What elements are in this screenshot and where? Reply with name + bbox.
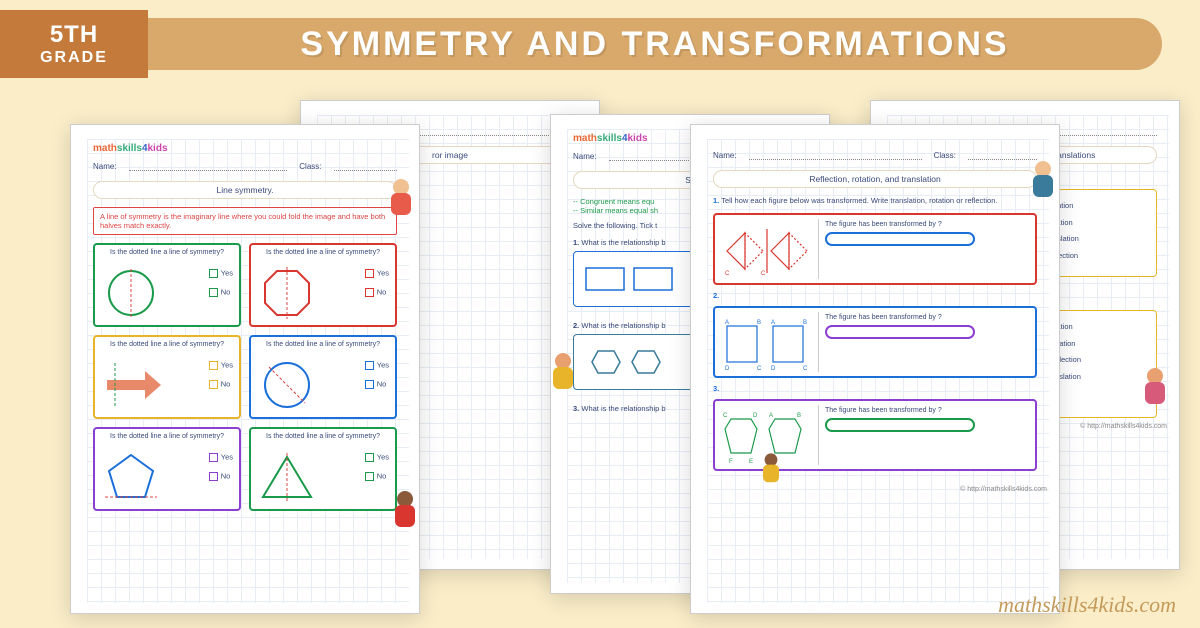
logo: mathskills4kids	[93, 143, 397, 154]
svg-text:A: A	[769, 413, 773, 419]
page-title: SYMMETRY AND TRANSFORMATIONS	[148, 25, 1162, 64]
yes-no-options: Yes No	[209, 453, 233, 491]
svg-text:E: E	[749, 459, 753, 465]
shape-icon	[259, 265, 319, 321]
grade-label: GRADE	[40, 49, 108, 67]
question-text: What is the relationship b	[581, 321, 665, 330]
symmetry-cell: Is the dotted line a line of symmetry? Y…	[93, 335, 241, 419]
shape-icon	[259, 357, 319, 413]
shape-icon	[103, 449, 163, 505]
answer-slot[interactable]	[825, 232, 975, 246]
shape-icon	[103, 357, 163, 413]
kid-illustration	[381, 179, 420, 223]
grade-level: 5TH	[50, 21, 98, 49]
svg-text:D: D	[753, 413, 758, 419]
grade-badge: 5TH GRADE	[0, 10, 148, 78]
kid-illustration	[1135, 368, 1175, 412]
symmetry-cell: Is the dotted line a line of symmetry? Y…	[93, 427, 241, 511]
svg-text:B: B	[757, 320, 761, 326]
cell-question: Is the dotted line a line of symmetry?	[101, 433, 233, 440]
question-text: What is the relationship b	[581, 404, 665, 413]
svg-text:D: D	[725, 366, 730, 372]
cell-question: Is the dotted line a line of symmetry?	[257, 433, 389, 440]
yes-no-options: Yes No	[209, 269, 233, 307]
svg-text:C: C	[723, 413, 728, 419]
svg-text:F: F	[729, 459, 733, 465]
symmetry-cell: Is the dotted line a line of symmetry? Y…	[249, 243, 397, 327]
svg-text:C: C	[757, 366, 762, 372]
worksheet-transformation: Name: Class: Reflection, rotation, and tr…	[690, 124, 1060, 614]
figure-box: A B A B D C D C	[719, 312, 819, 372]
sheet-title: Reflection, rotation, and translation	[713, 170, 1037, 188]
transformation-question: A B A B D C D C The figure has been transformed…	[713, 306, 1037, 378]
name-label: Name:	[573, 152, 597, 161]
option-yes[interactable]: Yes	[209, 361, 233, 370]
worksheet-line-symmetry: mathskills4kids Name: Class: Line symmetr…	[70, 124, 420, 614]
svg-text:D: D	[771, 366, 776, 372]
svg-text:A: A	[725, 320, 729, 326]
cell-question: Is the dotted line a line of symmetry?	[101, 341, 233, 348]
yes-no-options: Yes No	[365, 453, 389, 491]
option-no[interactable]: No	[209, 288, 233, 297]
svg-text:A: A	[771, 320, 775, 326]
cell-question: Is the dotted line a line of symmetry?	[257, 249, 389, 256]
question-text: What is the relationship b	[581, 238, 665, 247]
option-no[interactable]: No	[365, 288, 389, 297]
instruction-text: Tell how each figure below was transform…	[721, 196, 997, 205]
yes-no-options: Yes No	[365, 269, 389, 307]
svg-text:C: C	[725, 271, 730, 277]
footer-url: © http://mathskills4kids.com	[1080, 423, 1167, 430]
svg-text:C: C	[761, 271, 766, 277]
option-yes[interactable]: Yes	[209, 453, 233, 462]
kid-illustration	[755, 453, 787, 488]
svg-text:B: B	[797, 413, 801, 419]
cell-question: Is the dotted line a line of symmetry?	[101, 249, 233, 256]
prompt-text: The figure has been transformed by ?	[825, 407, 1027, 414]
kid-illustration	[1023, 161, 1060, 205]
symmetry-cell: Is the dotted line a line of symmetry? Y…	[249, 427, 397, 511]
header-bar: 5TH GRADE SYMMETRY AND TRANSFORMATIONS	[0, 18, 1162, 70]
yes-no-options: Yes No	[365, 361, 389, 399]
option-yes[interactable]: Yes	[365, 453, 389, 462]
prompt-text: The figure has been transformed by ?	[825, 314, 1027, 321]
shape-icon	[259, 449, 319, 505]
kid-illustration	[385, 491, 420, 535]
definition-box: A line of symmetry is the imaginary line…	[93, 207, 397, 235]
class-label: Class:	[299, 162, 321, 171]
option-yes[interactable]: Yes	[365, 361, 389, 370]
svg-text:C: C	[803, 366, 808, 372]
cell-question: Is the dotted line a line of symmetry?	[257, 341, 389, 348]
answer-slot[interactable]	[825, 325, 975, 339]
option-yes[interactable]: Yes	[209, 269, 233, 278]
svg-text:B: B	[803, 320, 807, 326]
name-label: Name:	[713, 151, 737, 160]
transformation-question: CC The figure has been transformed by ?	[713, 213, 1037, 285]
option-no[interactable]: No	[209, 380, 233, 389]
class-label: Class:	[934, 151, 956, 160]
shape-icon	[103, 265, 163, 321]
brand-watermark: mathskills4kids.com	[998, 592, 1176, 618]
yes-no-options: Yes No	[209, 361, 233, 399]
prompt-text: The figure has been transformed by ?	[825, 221, 1027, 228]
name-label: Name:	[93, 162, 117, 171]
symmetry-cell: Is the dotted line a line of symmetry? Y…	[93, 243, 241, 327]
option-no[interactable]: No	[365, 380, 389, 389]
footer-url: © http://mathskills4kids.com	[960, 486, 1047, 493]
sheet-title: Line symmetry.	[93, 181, 397, 199]
option-no[interactable]: No	[209, 472, 233, 481]
answer-slot[interactable]	[825, 418, 975, 432]
figure-box: CC	[719, 219, 819, 279]
option-no[interactable]: No	[365, 472, 389, 481]
symmetry-cell: Is the dotted line a line of symmetry? Y…	[249, 335, 397, 419]
kid-illustration	[550, 353, 583, 397]
worksheet-stage: Class: ror image ection over the x-axis.…	[0, 90, 1200, 628]
option-yes[interactable]: Yes	[365, 269, 389, 278]
